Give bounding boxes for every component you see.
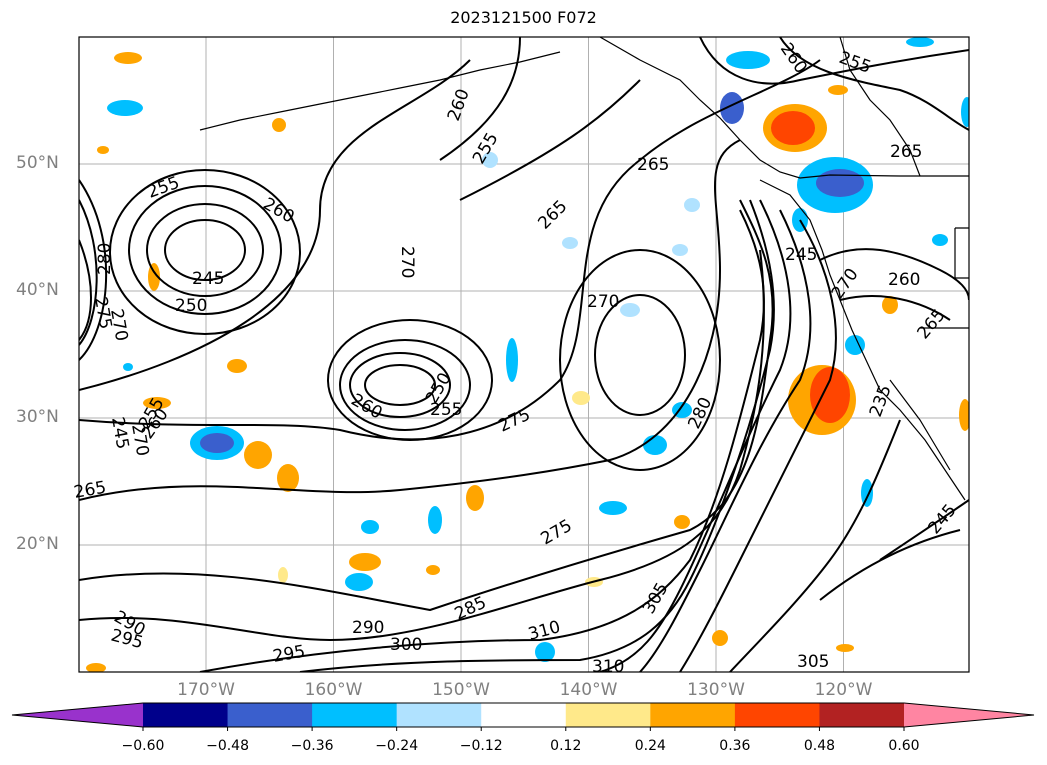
colorbar-tick-label: −0.60 — [121, 738, 165, 754]
colorbar-tick-label: 0.48 — [803, 738, 836, 754]
colorbar-tick-label: 0.24 — [634, 738, 666, 754]
contour-label: 265 — [914, 305, 950, 343]
contour-label: 270 — [106, 307, 131, 342]
longitude-label: 120°W — [814, 680, 873, 700]
colorbar-tick-label: 0.60 — [888, 738, 920, 754]
contour-label: 265 — [72, 478, 107, 503]
colorbar-segment — [819, 703, 905, 727]
contour-label: 250 — [175, 296, 207, 316]
colorbar-tick-label: −0.36 — [290, 738, 334, 754]
longitude-label: 140°W — [559, 680, 618, 700]
plot-title: 2023121500 F072 — [450, 8, 597, 27]
contour-label: 270 — [587, 292, 619, 312]
latitude-label: 40°N — [16, 280, 59, 300]
contour-label: 260 — [888, 270, 920, 290]
colorbar-segment — [650, 703, 736, 727]
negative-anomaly-fills — [107, 37, 969, 662]
contour-label: 235 — [866, 382, 896, 419]
contour-label: 255 — [430, 400, 462, 420]
colorbar-tick-label: 0.12 — [550, 738, 582, 754]
contour-label: 275 — [538, 516, 576, 550]
contour-label: 255 — [836, 48, 873, 78]
colorbar-tick-label: −0.12 — [459, 738, 503, 754]
contour-label: 255 — [145, 173, 182, 203]
contour-label: 310 — [526, 617, 563, 645]
latitude-label: 20°N — [16, 534, 59, 554]
contour-label: 295 — [271, 642, 306, 667]
coastlines — [199, 37, 969, 501]
latitude-label: 50°N — [16, 153, 59, 173]
colorbar-tick-label: −0.48 — [206, 738, 249, 754]
longitude-label: 170°W — [177, 680, 235, 700]
contour-label: 245 — [192, 269, 224, 289]
colorbar-segment — [481, 703, 567, 727]
latitude-label: 30°N — [16, 407, 59, 427]
contour-label: 260 — [260, 194, 298, 228]
contour-label: 245 — [925, 500, 961, 538]
longitude-label: 160°W — [304, 680, 363, 700]
colorbar-segment — [143, 703, 229, 727]
colorbar-segment — [227, 703, 313, 727]
map-frame — [78, 36, 970, 673]
colorbar-tick-label: 0.36 — [719, 738, 751, 754]
longitude-label: 150°W — [432, 680, 490, 700]
contour-label: 245 — [785, 245, 817, 265]
colorbar-segment — [734, 703, 820, 727]
colorbar-tick-label: −0.24 — [375, 738, 419, 754]
contour-label: 310 — [592, 657, 624, 677]
colorbar-segment — [312, 703, 398, 727]
longitude-label: 130°W — [687, 680, 745, 700]
colorbar-extend-low — [12, 703, 143, 727]
contour-label: 280 — [684, 394, 716, 432]
contour-lines — [79, 37, 969, 672]
contour-label: 265 — [534, 196, 571, 233]
contour-label: 300 — [390, 635, 422, 655]
colorbar — [11, 702, 1035, 731]
colorbar-segment — [396, 703, 482, 727]
positive-anomaly-fills — [86, 52, 969, 672]
contour-label: 260 — [776, 39, 811, 77]
contour-label: 270 — [397, 246, 417, 278]
contour-label: 275 — [496, 405, 534, 437]
colorbar-segment — [565, 703, 651, 727]
contour-label: 280 — [95, 243, 115, 275]
contour-label: 265 — [637, 155, 669, 175]
contour-label: 260 — [444, 86, 474, 123]
contour-label: 290 — [352, 618, 384, 638]
contour-label: 285 — [452, 593, 490, 625]
contour-label: 270 — [127, 422, 152, 457]
contour-label: 265 — [890, 142, 922, 162]
contour-label: 305 — [797, 652, 829, 672]
colorbar-extend-high — [904, 703, 1034, 727]
